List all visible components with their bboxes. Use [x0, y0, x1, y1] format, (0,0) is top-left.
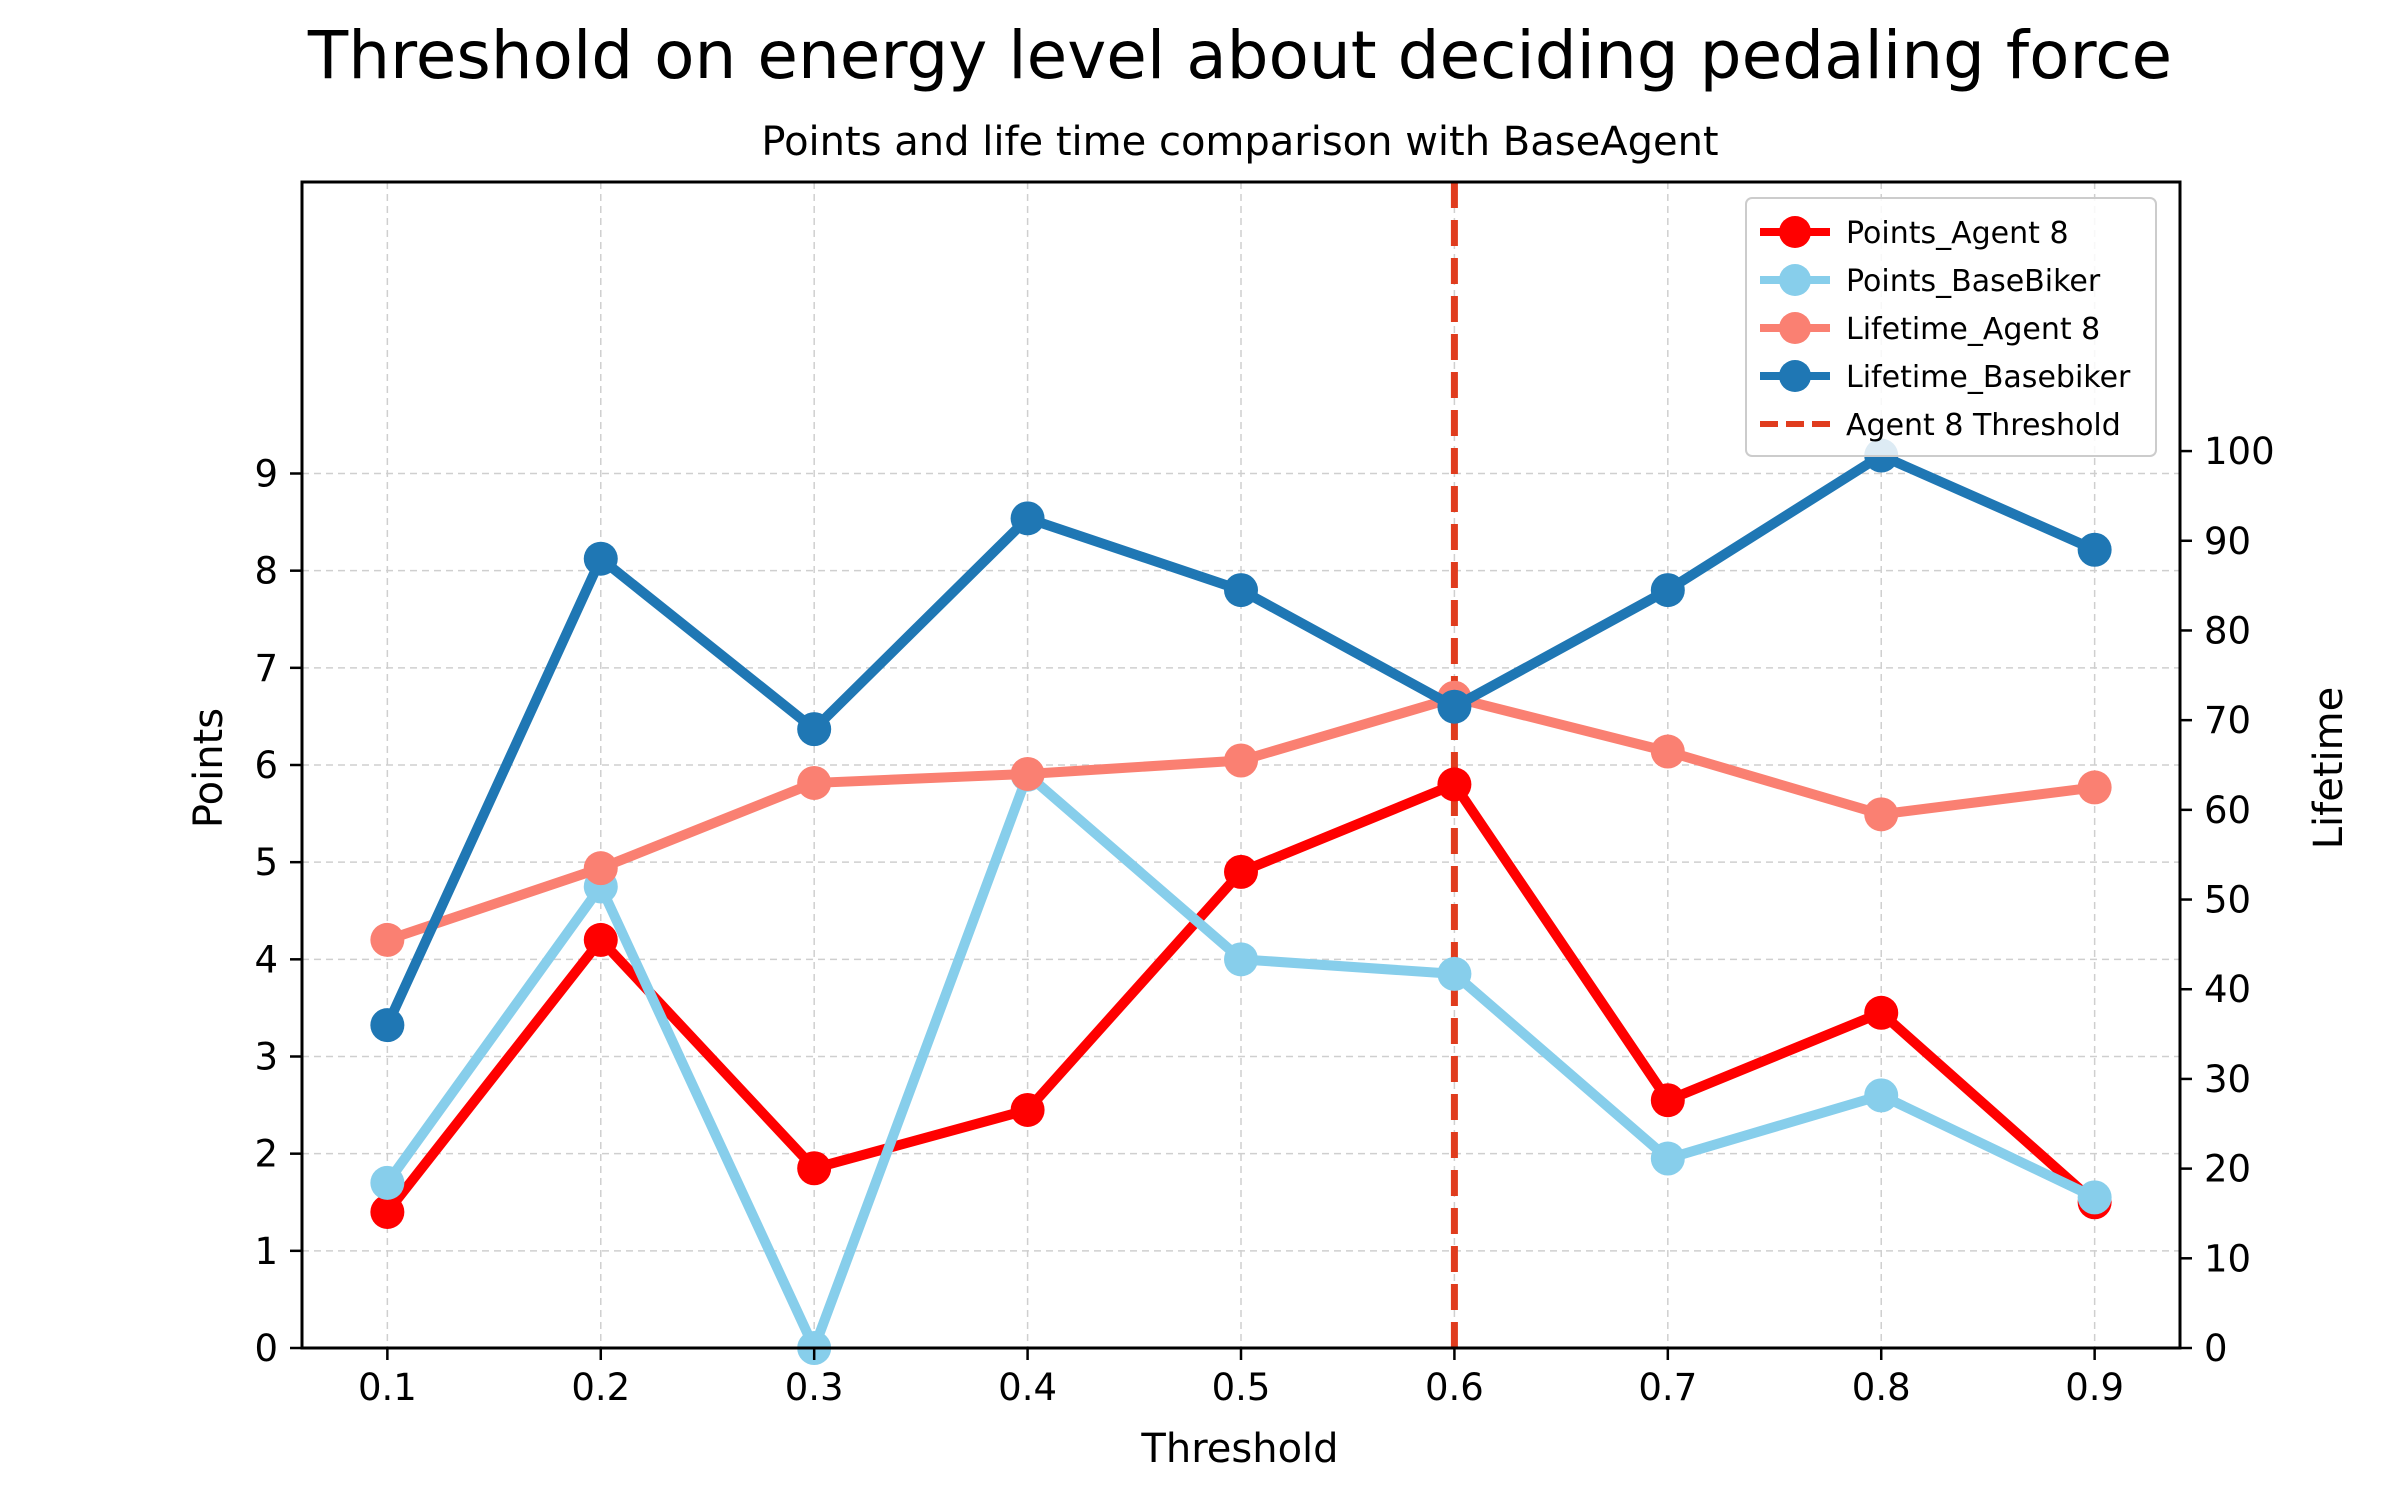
data-point — [370, 1194, 405, 1229]
x-tick-label: 0.1 — [358, 1366, 417, 1409]
y-tick-label: 4 — [254, 938, 278, 981]
y2-tick-label: 90 — [2204, 520, 2251, 563]
data-point — [1224, 743, 1258, 778]
y-tick-label: 2 — [254, 1133, 278, 1176]
data-point — [1224, 573, 1258, 608]
y2-tick-label: 10 — [2204, 1237, 2251, 1280]
data-point — [1650, 1141, 1685, 1176]
legend-label: Lifetime_Agent 8 — [1846, 312, 2100, 347]
series-lifetime-basebiker — [370, 438, 2112, 1043]
x-tick-label: 0.3 — [785, 1366, 844, 1409]
legend-marker — [1779, 360, 1811, 392]
data-point — [1224, 942, 1258, 977]
data-point — [583, 851, 618, 886]
chart-title: Threshold on energy level about deciding… — [307, 17, 2172, 94]
legend-label: Lifetime_Basebiker — [1846, 360, 2131, 395]
data-point — [1010, 756, 1045, 791]
legend-label: Points_Agent 8 — [1846, 216, 2069, 251]
x-axis-label: Threshold — [1140, 1426, 1338, 1472]
data-point — [797, 712, 832, 747]
legend-entry: Points_Agent 8 — [1760, 216, 2069, 251]
chart-subtitle: Points and life time comparison with Bas… — [761, 119, 1718, 165]
legend-label: Agent 8 Threshold — [1846, 408, 2121, 443]
y2-tick-label: 100 — [2204, 430, 2275, 473]
y2-axis-label: Lifetime — [2306, 687, 2352, 849]
x-tick-label: 0.7 — [1638, 1366, 1697, 1409]
y-tick-label: 8 — [254, 550, 278, 593]
x-tick-label: 0.9 — [2065, 1366, 2124, 1409]
y2-tick-label: 40 — [2204, 968, 2251, 1011]
legend-marker — [1779, 264, 1811, 296]
data-point — [797, 765, 832, 800]
x-tick-label: 0.5 — [1212, 1366, 1271, 1409]
data-point — [1437, 767, 1472, 802]
data-point — [1864, 995, 1899, 1030]
y-tick-label: 6 — [254, 744, 278, 787]
y2-tick-label: 30 — [2204, 1058, 2251, 1101]
legend: Points_Agent 8 Points_BaseBiker Lifetime_A… — [1745, 197, 2157, 457]
data-point — [370, 1165, 405, 1200]
y-tick-label: 1 — [254, 1230, 278, 1273]
y-tick-label: 7 — [254, 647, 278, 690]
data-point — [2077, 532, 2112, 567]
series-points-basebiker — [370, 757, 2112, 1365]
data-point — [1437, 956, 1472, 991]
data-point — [2077, 770, 2112, 805]
data-point — [1650, 734, 1685, 769]
plot-frame — [300, 180, 2182, 1350]
data-point — [1864, 797, 1899, 832]
data-point — [583, 922, 618, 957]
y2-tick-label: 20 — [2204, 1148, 2251, 1191]
y2-tick-label: 70 — [2204, 699, 2251, 742]
y-tick-label: 0 — [254, 1327, 278, 1370]
data-point — [1650, 573, 1685, 608]
x-tick-label: 0.6 — [1425, 1366, 1484, 1409]
legend-entry: Lifetime_Agent 8 — [1760, 312, 2100, 347]
data-point — [1010, 1092, 1045, 1127]
data-point — [1650, 1083, 1685, 1118]
legend-entry: Agent 8 Threshold — [1760, 408, 2121, 443]
legend-entry: Lifetime_Basebiker — [1760, 360, 2131, 395]
axes: 0.1 0.2 0.3 0.4 0.5 0.6 0.7 0.8 0.90123456789010… — [254, 180, 2275, 1409]
legend-entry: Points_BaseBiker — [1760, 264, 2101, 299]
y-axis-label: Points — [186, 708, 232, 828]
data-point — [1010, 501, 1045, 536]
legend-marker — [1779, 216, 1811, 248]
series-points-agent-8 — [370, 767, 2112, 1229]
data-point — [1864, 1078, 1899, 1113]
y-tick-label: 3 — [254, 1036, 278, 1079]
y2-tick-label: 80 — [2204, 609, 2251, 652]
x-tick-label: 0.2 — [571, 1366, 630, 1409]
data-point — [370, 922, 405, 957]
x-tick-label: 0.8 — [1852, 1366, 1911, 1409]
data-point — [583, 541, 618, 576]
y2-tick-label: 0 — [2204, 1327, 2228, 1370]
x-tick-label: 0.4 — [998, 1366, 1057, 1409]
data-point — [797, 1151, 832, 1186]
legend-marker — [1779, 312, 1811, 344]
legend-label: Points_BaseBiker — [1846, 264, 2101, 299]
data-point — [370, 1008, 405, 1043]
y2-tick-label: 60 — [2204, 789, 2251, 832]
y2-tick-label: 50 — [2204, 879, 2251, 922]
series-layer — [370, 438, 2112, 1365]
legend-box — [1745, 197, 2157, 457]
series-lifetime-agent-8 — [370, 680, 2112, 957]
y-tick-label: 9 — [254, 453, 278, 496]
data-point — [1224, 854, 1258, 889]
y-tick-label: 5 — [254, 841, 278, 884]
data-point — [2077, 1180, 2112, 1215]
data-point — [1437, 689, 1472, 724]
